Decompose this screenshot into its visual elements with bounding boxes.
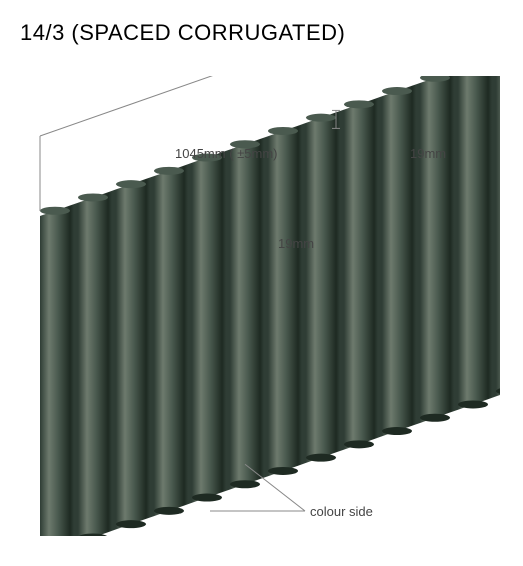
depth-dimension-label: 19mm [278, 236, 314, 251]
corrugated-sheet-svg [20, 76, 500, 536]
product-diagram: 1045mm ( ±5mm) 19mm 19mm colour side [20, 76, 500, 536]
width-dimension-label: 1045mm ( ±5mm) [175, 146, 277, 161]
spacing-dimension-label: 19mm [410, 146, 446, 161]
product-title: 14/3 (SPACED CORRUGATED) [20, 20, 503, 46]
colour-side-label: colour side [310, 504, 373, 519]
